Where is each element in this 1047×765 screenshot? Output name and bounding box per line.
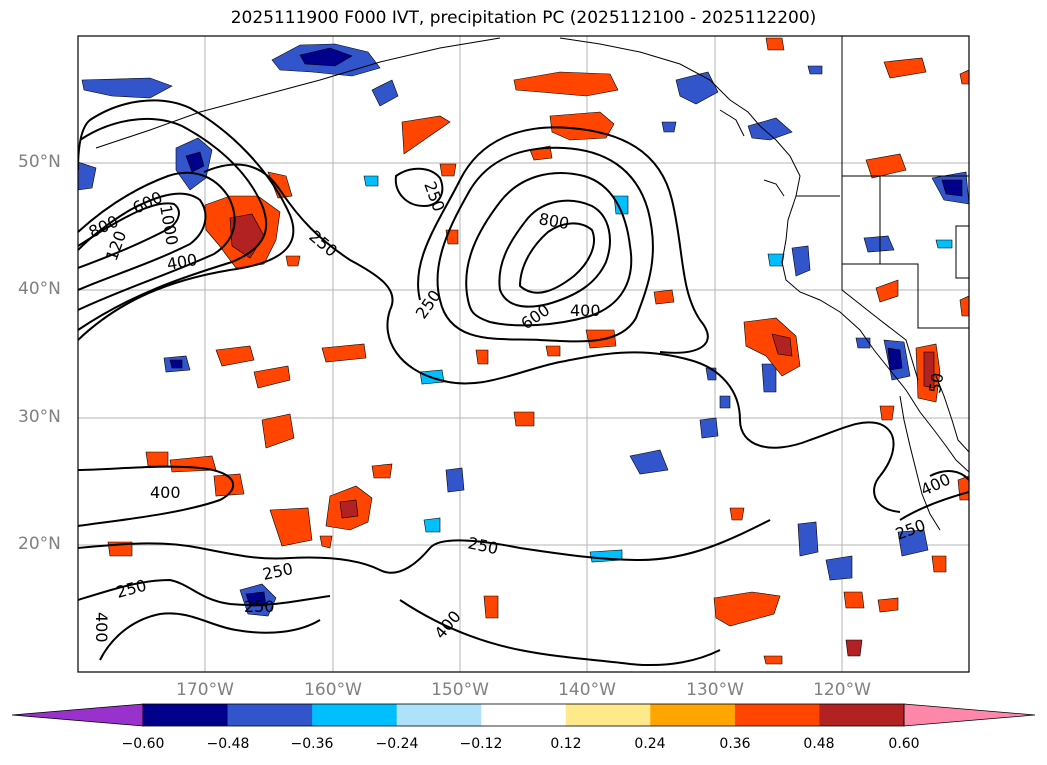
colorbar-cell: [819, 704, 905, 726]
colorbar-cell: [481, 704, 567, 726]
colorbar-tick-label: 0.24: [634, 736, 666, 752]
colorbar-cell: [734, 704, 820, 726]
map-title: 2025111900 F000 IVT, precipitation PC (2…: [230, 8, 817, 28]
colorbar-cell: [312, 704, 398, 726]
lon-label-140w: 140°W: [558, 680, 616, 700]
lon-label-160w: 160°W: [304, 680, 362, 700]
colorbar: [11, 703, 1036, 727]
contour-label-400: 400: [92, 612, 111, 643]
colorbar-cell: [565, 704, 651, 726]
contour-label-400: 400: [150, 483, 181, 502]
colorbar-under-triangle: [11, 703, 144, 727]
lat-label-20n: 20°N: [18, 534, 61, 554]
lat-label-40n: 40°N: [18, 279, 61, 299]
negative-precip-anomalies: [78, 43, 969, 617]
lon-label-170w: 170°W: [176, 680, 234, 700]
colorbar-outline: [142, 703, 905, 727]
lat-label-30n: 30°N: [18, 407, 61, 427]
contour-label-250: 250: [244, 597, 275, 616]
contour-label-400: 400: [570, 301, 601, 320]
colorbar-tick-label: 0.60: [888, 736, 920, 752]
contour-label-50: 50: [925, 371, 947, 394]
colorbar-tick-label: 0.48: [803, 736, 835, 752]
colorbar-tick-label: −0.36: [290, 736, 334, 752]
coastlines: [95, 36, 969, 531]
colorbar-cell: [396, 704, 482, 726]
colorbar-cell: [227, 704, 313, 726]
colorbar-tick-label: −0.12: [459, 736, 503, 752]
colorbar-tick-label: −0.48: [206, 736, 250, 752]
colorbar-tick-label: 0.12: [550, 736, 582, 752]
lat-label-50n: 50°N: [18, 152, 61, 172]
lon-label-150w: 150°W: [431, 680, 489, 700]
lon-label-130w: 130°W: [686, 680, 744, 700]
colorbar-cell: [650, 704, 736, 726]
colorbar-over-triangle: [903, 703, 1036, 727]
colorbar-tick-label: −0.60: [121, 736, 165, 752]
colorbar-cell: [143, 704, 229, 726]
lon-label-120w: 120°W: [813, 680, 871, 700]
colorbar-tick-label: 0.36: [719, 736, 751, 752]
map-frame: [77, 35, 970, 673]
positive-precip-anomalies: [107, 37, 969, 665]
ivt-contours: [78, 99, 969, 667]
colorbar-tick-label: −0.24: [375, 736, 419, 752]
